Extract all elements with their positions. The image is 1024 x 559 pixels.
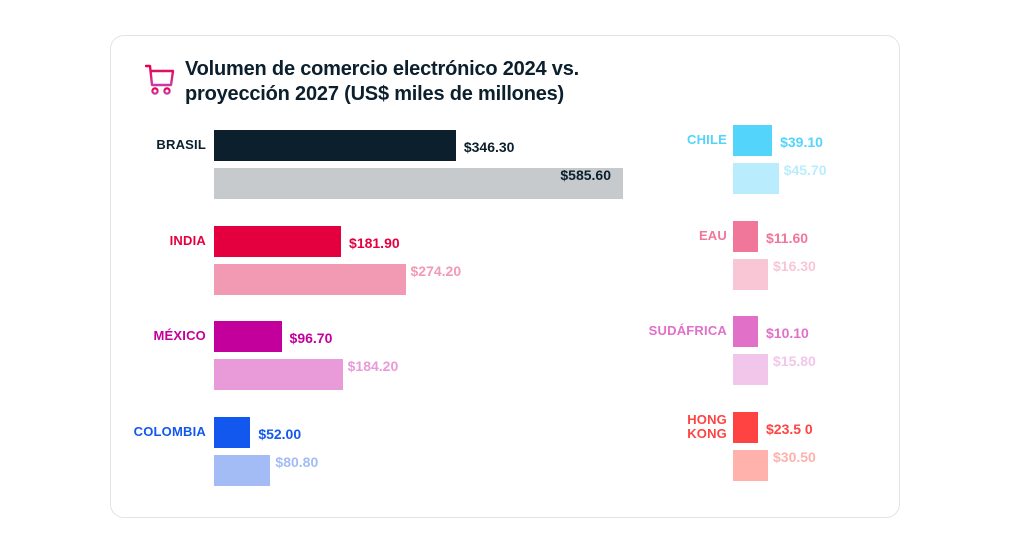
value-label-2027: $274.20 — [410, 262, 462, 279]
bar-2027 — [214, 168, 623, 199]
chart-header: Volumen de comercio electrónico 2024 vs.… — [145, 57, 655, 107]
country-label: COLOMBIA — [133, 423, 206, 439]
value-label-2024: $52.00 — [258, 425, 302, 442]
country-label: SUDÁFRICA — [648, 323, 727, 338]
value-label-2024: $346.30 — [463, 139, 515, 155]
value-label-2027: $15.80 — [773, 353, 816, 369]
value-label-2027: $585.60 — [560, 167, 611, 183]
country-label: CHILE — [687, 132, 727, 147]
country-label: EAU — [698, 227, 727, 243]
bar-2027 — [214, 359, 343, 390]
value-label-2027: $80.80 — [275, 453, 319, 470]
bar-2024 — [733, 316, 758, 347]
chart-title: Volumen de comercio electrónico 2024 vs.… — [185, 58, 580, 105]
value-label-2024: $39.10 — [780, 134, 823, 150]
bar-2027 — [214, 263, 406, 295]
value-label-2027: $184.20 — [347, 358, 399, 374]
bar-2027 — [733, 354, 768, 385]
country-label: MÉXICO — [153, 328, 206, 343]
bar-2024 — [733, 220, 758, 252]
bar-2027 — [733, 163, 779, 194]
value-label-2024: $11.60 — [766, 229, 809, 246]
bar-2027 — [733, 258, 768, 290]
bar-2027 — [733, 449, 768, 481]
country-label: BRASIL — [156, 137, 206, 152]
country-label: INDIA — [169, 232, 206, 248]
bar-2027 — [214, 454, 271, 486]
country-label: HONG KONG — [687, 411, 727, 441]
bar-2024 — [214, 130, 456, 161]
country-label-line: KONG — [687, 425, 727, 441]
value-label-2027: $45.70 — [783, 162, 827, 178]
country-label-line: HONG — [687, 411, 727, 427]
value-label-2027: $30.50 — [773, 448, 816, 465]
bar-2024 — [733, 125, 773, 156]
shopping-cart-icon — [145, 64, 175, 95]
bar-2024 — [733, 411, 758, 443]
value-label-2024: $10.10 — [766, 325, 809, 341]
value-label-2024: $96.70 — [289, 330, 333, 346]
bar-2024 — [214, 321, 282, 352]
value-label-2024: $23.5 0 — [766, 420, 813, 437]
bar-2024 — [214, 416, 251, 448]
value-label-2027: $16.30 — [773, 257, 816, 274]
bar-2024 — [214, 225, 342, 257]
value-label-2024: $181.90 — [349, 234, 400, 251]
